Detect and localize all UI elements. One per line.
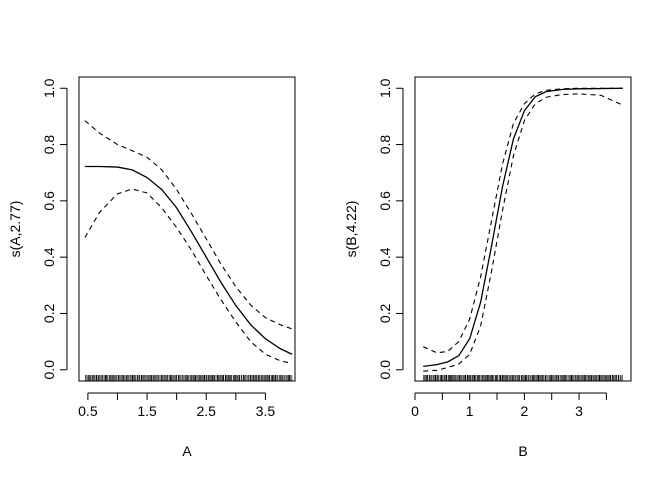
panel-b-lower-band [423,93,624,372]
panel-a-y-tick-label: 0.2 [41,304,57,324]
panel-b-rug [423,375,623,381]
panel-a-smooth-plot: 0.5 1.5 2.5 3.5 0.0 0.2 0.4 0.6 0.8 1.0 A s(A,2.… [7,76,296,459]
panel-a-y-tick-label: 0.6 [41,191,57,211]
panel-b-fitted-curve [423,87,623,368]
panel-a-y-axis: 0.0 0.2 0.4 0.6 0.8 1.0 [41,78,68,380]
panel-b-y-tick-label: 0.8 [377,135,393,155]
panel-b-x-tick-label: 2 [520,403,528,419]
panel-b-smooth-plot: 0 1 2 3 0.0 0.2 0.4 0.6 0.8 1.0 B s(B,4.22) [343,76,632,459]
panel-a-confidence-bands [84,120,293,365]
panel-b-y-tick-label: 0.4 [377,247,393,267]
panel-a-x-tick-label: 2.5 [196,403,216,419]
panel-b-x-axis-label: B [518,443,527,459]
panel-a-rug [85,375,293,381]
panel-b-confidence-bands [422,87,624,372]
panel-a-upper-band [84,120,293,330]
panel-b-plot-frame [414,76,632,382]
panel-a-x-axis-label: A [182,443,192,459]
panel-b-x-axis: 0 1 2 3 [411,392,607,419]
panel-b-x-tick-label: 3 [575,403,583,419]
panel-b-y-tick-label: 0.2 [377,304,393,324]
panel-a-y-tick-label: 1.0 [41,78,57,98]
panel-a-x-tick-label: 0.5 [78,403,98,419]
panel-a-y-tick-label: 0.4 [41,247,57,267]
panel-b-x-tick-label: 1 [466,403,474,419]
panel-b-upper-band [422,87,623,354]
panel-b-y-tick-label: 0.6 [377,191,393,211]
panel-a-fitted-curve-line [84,165,293,355]
panel-b-y-axis: 0.0 0.2 0.4 0.6 0.8 1.0 [377,78,404,380]
panel-a-fitted-curve [84,165,293,355]
panel-a-y-tick-label: 0.0 [41,360,57,380]
panel-b-y-tick-label: 0.0 [377,360,393,380]
panel-a-x-axis: 0.5 1.5 2.5 3.5 [78,392,276,419]
panel-b-y-axis-label: s(B,4.22) [343,201,359,258]
panel-a-y-axis-label: s(A,2.77) [7,201,23,258]
panel-a-lower-band [84,188,293,365]
panel-b-x-tick-label: 0 [411,403,419,419]
panel-b-fitted-curve-line [423,87,623,368]
panel-a-y-tick-label: 0.8 [41,135,57,155]
panel-b-y-tick-label: 1.0 [377,78,393,98]
panel-a-x-tick-label: 1.5 [137,403,157,419]
panel-a-x-tick-label: 3.5 [256,403,276,419]
